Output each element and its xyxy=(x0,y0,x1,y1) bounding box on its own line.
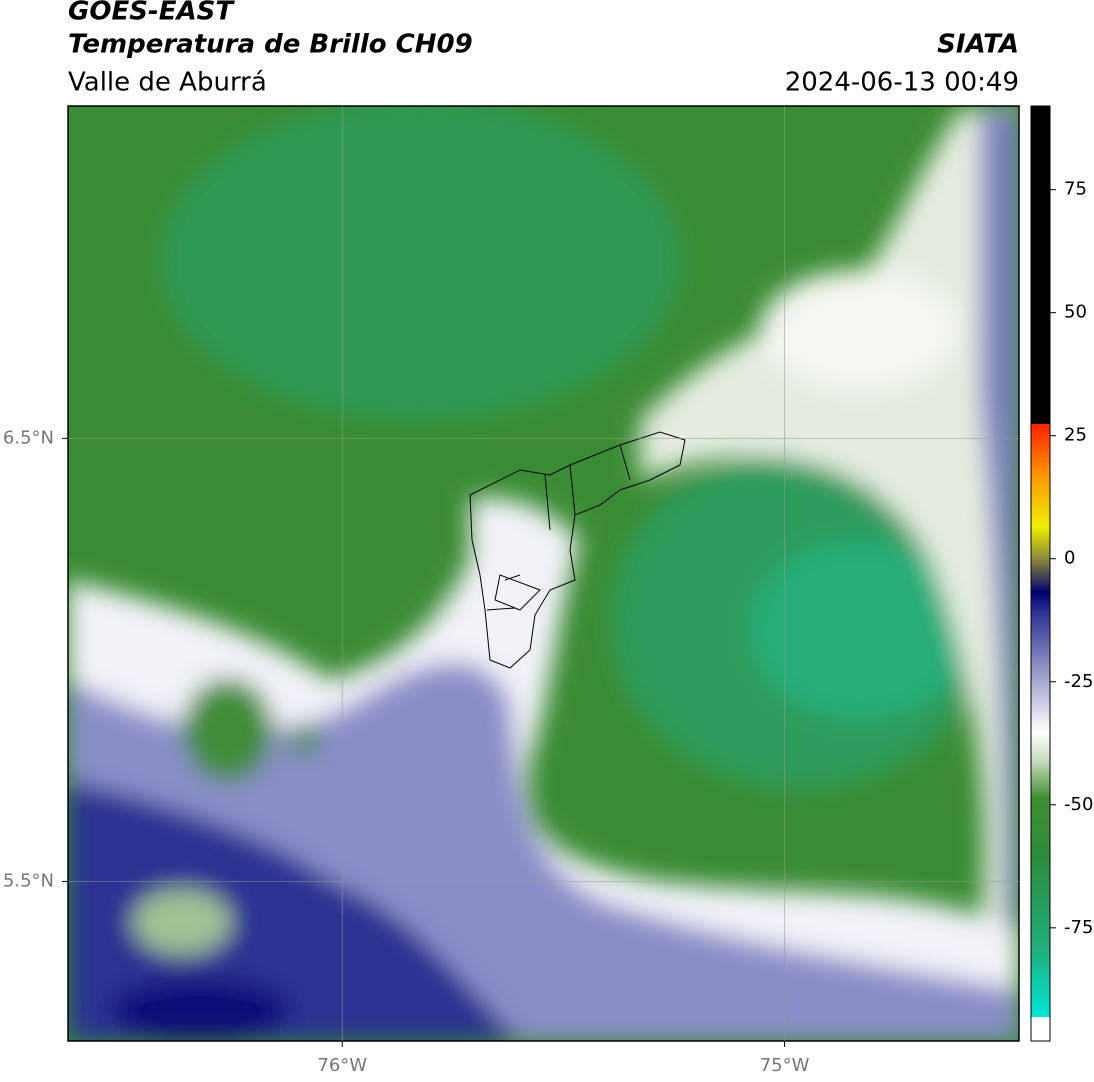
subtitle: Temperatura de Brillo CH09 xyxy=(68,30,473,60)
colorbar-tick-label: 25 xyxy=(1064,425,1087,446)
source: SIATA xyxy=(937,30,1019,60)
x-tick-label: 76°W xyxy=(317,1055,367,1076)
colorbar-tick-label: -25 xyxy=(1064,671,1093,692)
y-tick-label: 6.5°N xyxy=(3,427,54,448)
colorbar-tick-label: -50 xyxy=(1064,794,1093,815)
colorbar-tick-label: 50 xyxy=(1064,302,1087,323)
map-frame xyxy=(67,105,1020,1042)
timestamp: 2024-06-13 00:49 xyxy=(785,68,1019,98)
satellite-image xyxy=(68,106,1019,1041)
region: Valle de Aburrá xyxy=(68,68,267,98)
colorbar xyxy=(1030,105,1051,1042)
municipal-boundaries xyxy=(469,431,686,669)
y-tick-label: 5.5°N xyxy=(3,870,54,891)
colorbar-tick-label: -75 xyxy=(1064,917,1093,938)
colorbar-tick-label: 0 xyxy=(1064,548,1075,569)
title: GOES-EAST xyxy=(68,0,235,27)
colorbar-tick-label: 75 xyxy=(1064,179,1087,200)
x-tick-label: 75°W xyxy=(760,1055,810,1076)
